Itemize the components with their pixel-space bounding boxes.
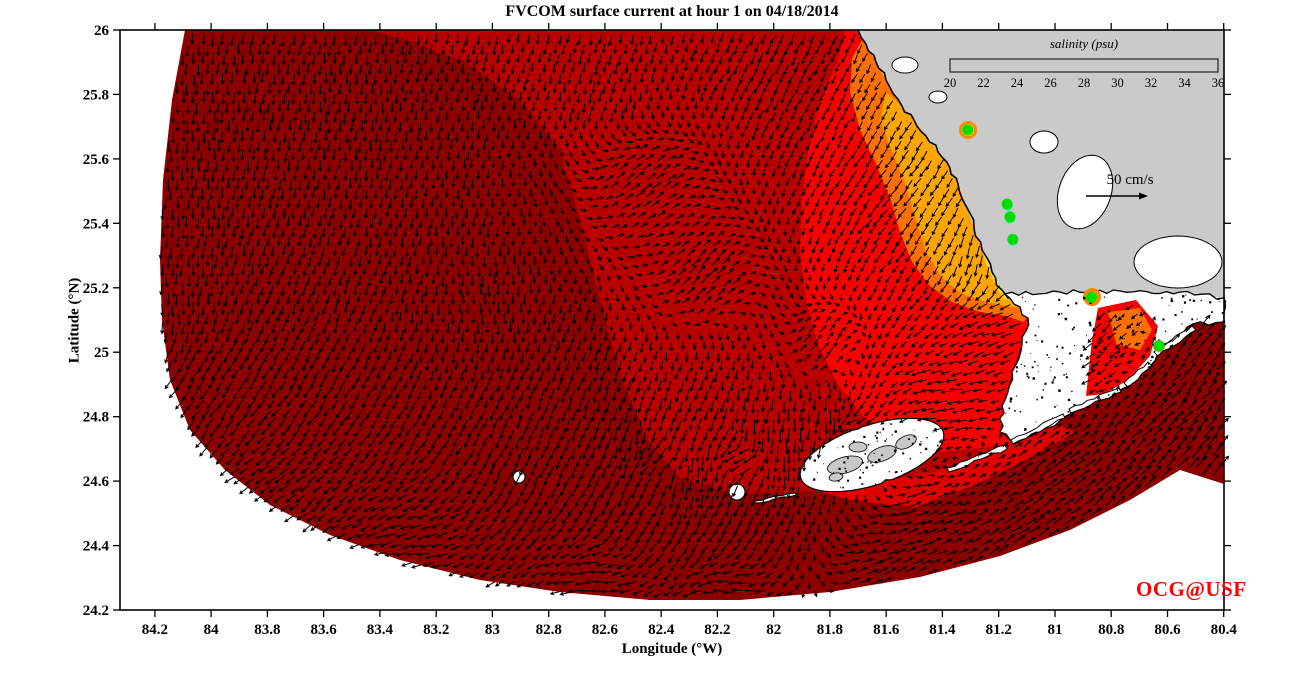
x-tick-label: 83 bbox=[485, 622, 500, 638]
x-tick-label: 84 bbox=[204, 622, 220, 638]
colorbar-border bbox=[949, 58, 1219, 73]
inland-water-4 bbox=[891, 56, 919, 74]
x-tick-label: 83.8 bbox=[254, 622, 280, 638]
scale-arrow-head bbox=[1139, 192, 1148, 200]
colorbar-tick-label: 30 bbox=[1111, 76, 1124, 90]
x-tick-label: 83.6 bbox=[310, 622, 337, 638]
colorbar-tick-label: 24 bbox=[1011, 76, 1024, 90]
current-vectors bbox=[158, 33, 1230, 599]
x-tick-label: 80.4 bbox=[1211, 622, 1238, 638]
x-tick-label: 82.2 bbox=[704, 622, 730, 638]
florida-land bbox=[858, 30, 1224, 298]
x-tick-label: 82.6 bbox=[592, 622, 619, 638]
river-marker-4 bbox=[1007, 233, 1019, 245]
inland-water-1 bbox=[1056, 154, 1114, 230]
river-marker-2 bbox=[1001, 198, 1013, 210]
x-axis-label: Longitude (°W) bbox=[621, 641, 723, 657]
y-axis-label: Latitude (°N) bbox=[66, 277, 83, 364]
colorbar-title: salinity (psu) bbox=[1049, 36, 1119, 51]
river-marker-5 bbox=[1086, 291, 1097, 303]
colorbar-tick-label: 36 bbox=[1212, 76, 1225, 90]
y-tick-label: 24.4 bbox=[83, 539, 110, 555]
inland-water-5 bbox=[928, 90, 948, 104]
y-tick-label: 25 bbox=[94, 345, 109, 361]
x-tick-label: 81.2 bbox=[986, 622, 1012, 638]
x-tick-label: 82 bbox=[766, 622, 781, 638]
island-flat-5 bbox=[828, 472, 844, 482]
x-tick-label: 81.4 bbox=[929, 622, 956, 638]
colorbar-tick-label: 32 bbox=[1145, 76, 1158, 90]
colorbar-tick-label: 34 bbox=[1178, 76, 1191, 90]
colorbar-tick-label: 20 bbox=[944, 76, 957, 90]
colorbar-tick-label: 22 bbox=[977, 76, 990, 90]
y-tick-label: 25.6 bbox=[83, 152, 110, 168]
x-tick-label: 84.2 bbox=[142, 622, 168, 638]
x-tick-label: 82.8 bbox=[536, 622, 562, 638]
key-island-4 bbox=[1123, 361, 1153, 388]
x-tick-label: 83.2 bbox=[423, 622, 449, 638]
inland-water-2 bbox=[1133, 235, 1223, 289]
river-marker-6 bbox=[1153, 340, 1165, 352]
x-tick-label: 82.4 bbox=[648, 622, 675, 638]
y-tick-label: 24.2 bbox=[83, 603, 109, 619]
colorbar-tick-label: 26 bbox=[1044, 76, 1057, 90]
y-tick-label: 25.4 bbox=[83, 216, 110, 232]
y-tick-label: 24.6 bbox=[83, 474, 110, 490]
x-tick-label: 83.4 bbox=[367, 622, 394, 638]
watermark: OCG@USF bbox=[1136, 577, 1247, 601]
river-marker-3 bbox=[1004, 211, 1016, 223]
x-tick-label: 80.8 bbox=[1098, 622, 1124, 638]
island-flat-2 bbox=[867, 445, 897, 463]
key-island-2 bbox=[1010, 413, 1066, 445]
island-flat-1 bbox=[827, 455, 863, 475]
x-tick-label: 81.6 bbox=[873, 622, 900, 638]
y-tick-label: 25.8 bbox=[83, 87, 109, 103]
colorbar-tick-label: 28 bbox=[1078, 76, 1091, 90]
salinity-35-region bbox=[370, 30, 1012, 494]
islet-speckles bbox=[803, 294, 1227, 489]
axes-frame bbox=[119, 29, 1225, 611]
inland-water-3 bbox=[1029, 130, 1059, 154]
plot-title: FVCOM surface current at hour 1 on 04/18… bbox=[505, 3, 839, 20]
coastline bbox=[857, 29, 1009, 299]
y-tick-label: 26 bbox=[94, 23, 110, 39]
scale-arrow-label: 50 cm/s bbox=[1106, 172, 1154, 188]
island-flat-4 bbox=[848, 441, 868, 453]
salinity-34-keys-band bbox=[808, 424, 1075, 507]
y-tick-label: 25.2 bbox=[83, 281, 109, 297]
river-marker-1 bbox=[962, 124, 974, 136]
x-tick-label: 80.6 bbox=[1154, 622, 1181, 638]
x-tick-label: 81 bbox=[1048, 622, 1063, 638]
x-tick-label: 81.8 bbox=[817, 622, 843, 638]
y-tick-label: 24.8 bbox=[83, 410, 109, 426]
